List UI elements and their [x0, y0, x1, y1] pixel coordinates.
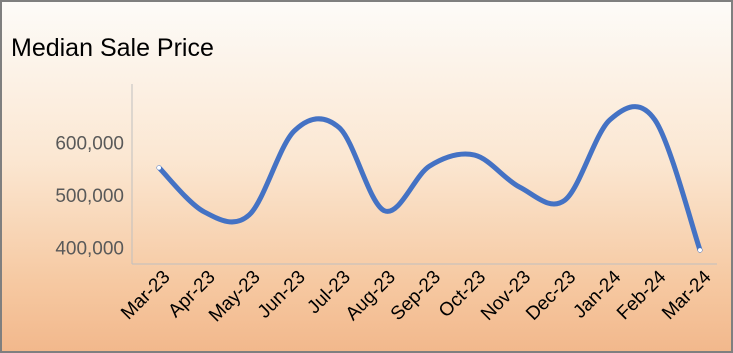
x-tick-label: Jun-23: [254, 267, 310, 323]
series-line: [156, 104, 703, 253]
y-axis: 400,000 500,000 600,000: [55, 84, 133, 264]
y-tick-label: 500,000: [55, 186, 124, 207]
y-tick-label: 400,000: [55, 239, 124, 260]
series-layer: [156, 104, 703, 253]
x-tick-label: Dec-23: [522, 267, 580, 325]
x-tick-label: May-23: [205, 267, 265, 327]
x-tick-label: Feb-24: [613, 266, 671, 324]
endpoint-marker: [157, 165, 161, 170]
chart-title: Median Sale Price: [11, 34, 214, 62]
y-tick-label: 600,000: [55, 134, 124, 155]
endpoint-marker: [698, 248, 702, 253]
x-axis: Mar-23Apr-23May-23Jun-23Jul-23Aug-23Sep-…: [117, 263, 717, 327]
x-tick-label: Aug-23: [342, 267, 400, 325]
x-tick-label: Nov-23: [477, 267, 535, 325]
x-tick-label: Mar-23: [117, 267, 174, 324]
x-tick-label: Mar-24: [658, 266, 716, 324]
x-tick-label: Sep-23: [387, 267, 445, 325]
